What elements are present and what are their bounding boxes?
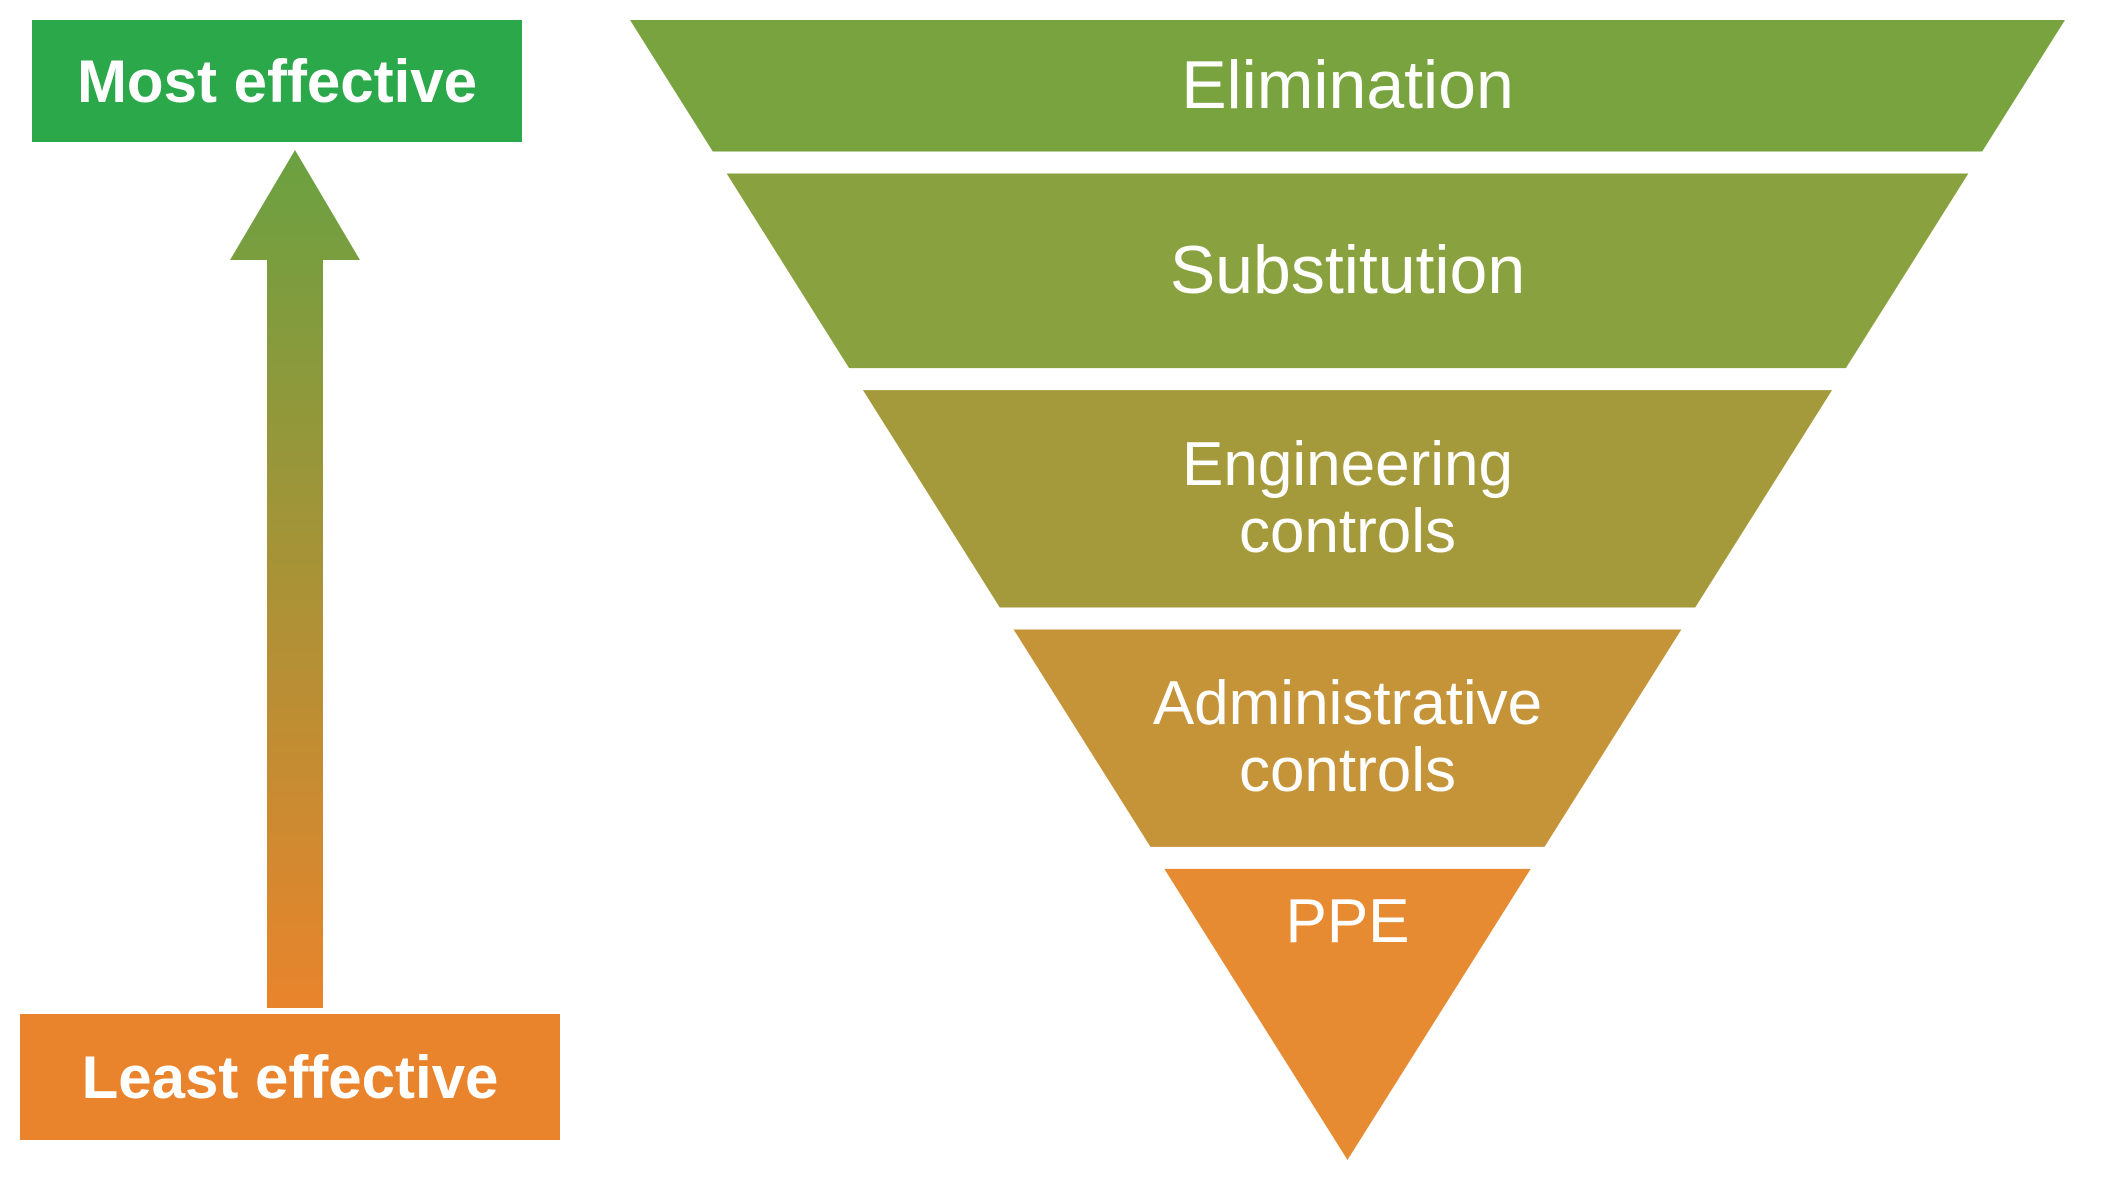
triangle-level-2: Engineeringcontrols bbox=[630, 432, 2065, 566]
most-effective-text: Most effective bbox=[77, 47, 477, 116]
most-effective-label: Most effective bbox=[32, 20, 522, 142]
triangle-level-2-line: Engineering bbox=[630, 432, 2065, 499]
triangle-level-0: Elimination bbox=[630, 49, 2065, 122]
triangle-level-3-line: controls bbox=[630, 738, 2065, 805]
triangle-level-3: Administrativecontrols bbox=[630, 671, 2065, 805]
triangle-level-0-line: Elimination bbox=[630, 49, 2065, 122]
triangle-level-4-line: PPE bbox=[630, 889, 2065, 956]
least-effective-label: Least effective bbox=[20, 1014, 560, 1140]
triangle-level-4: PPE bbox=[630, 889, 2065, 956]
triangle-level-2-line: controls bbox=[630, 499, 2065, 566]
triangle-level-1: Substitution bbox=[630, 234, 2065, 307]
triangle-level-1-line: Substitution bbox=[630, 234, 2065, 307]
triangle-level-3-line: Administrative bbox=[630, 671, 2065, 738]
triangle-labels: EliminationSubstitutionEngineeringcontro… bbox=[630, 20, 2065, 1160]
stage: Most effective Least effective Eliminati… bbox=[0, 0, 2101, 1180]
hierarchy-triangle: EliminationSubstitutionEngineeringcontro… bbox=[630, 20, 2065, 1160]
effectiveness-arrow bbox=[230, 150, 360, 1008]
least-effective-text: Least effective bbox=[82, 1043, 499, 1112]
